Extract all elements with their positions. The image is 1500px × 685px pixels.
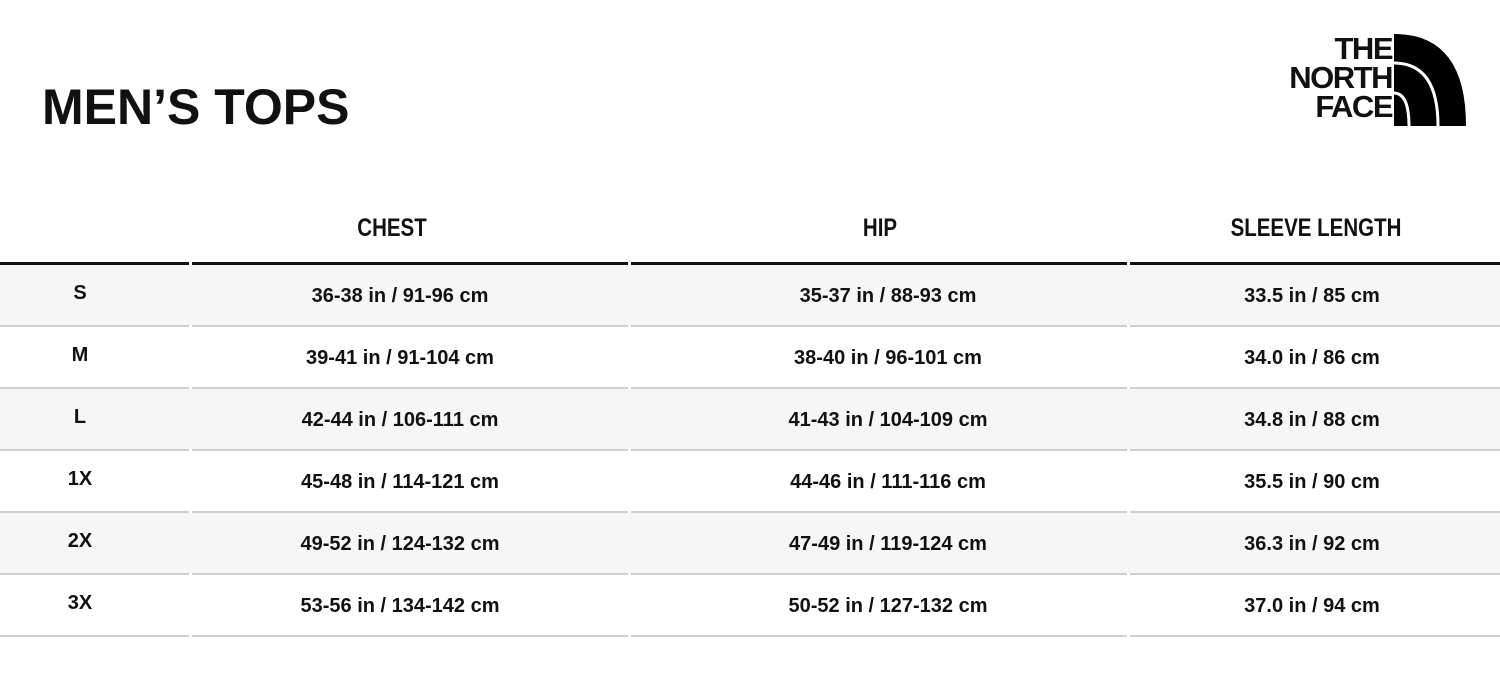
table-row: 2X 49-52 in / 124-132 cm 47-49 in / 119-12…	[0, 513, 1500, 575]
size-cell: S	[73, 282, 87, 304]
chest-cell: 49-52 in / 124-132 cm	[300, 533, 500, 555]
table-row: 3X 53-56 in / 134-142 cm 50-52 in / 127-13…	[0, 575, 1500, 637]
sleeve-cell: 33.5 in / 85 cm	[1244, 285, 1380, 307]
chest-cell: 36-38 in / 91-96 cm	[311, 285, 489, 307]
size-cell: 1X	[67, 468, 93, 490]
size-cell: 2X	[67, 530, 93, 552]
header-hip: HIP	[862, 214, 898, 242]
the-north-face-logo: THE NORTH FACE	[1266, 33, 1466, 126]
sleeve-cell: 36.3 in / 92 cm	[1244, 533, 1380, 555]
size-cell: L	[73, 406, 87, 428]
sleeve-cell: 35.5 in / 90 cm	[1244, 471, 1380, 493]
header-chest: CHEST	[357, 214, 427, 242]
table-row: S 36-38 in / 91-96 cm 35-37 in / 88-93 cm 3…	[0, 265, 1500, 327]
header-rule	[0, 262, 1500, 265]
chest-cell: 39-41 in / 91-104 cm	[306, 347, 494, 369]
size-cell: 3X	[67, 592, 93, 614]
hip-cell: 50-52 in / 127-132 cm	[788, 595, 988, 617]
hip-cell: 35-37 in / 88-93 cm	[799, 285, 977, 307]
table-row: L 42-44 in / 106-111 cm 41-43 in / 104-109…	[0, 389, 1500, 451]
hip-cell: 44-46 in / 111-116 cm	[790, 471, 986, 493]
hip-cell: 41-43 in / 104-109 cm	[788, 409, 988, 431]
chest-cell: 45-48 in / 114-121 cm	[301, 471, 499, 493]
size-chart-table: CHEST HIP SLEEVE LENGTH S 36-38 in / 91-9…	[0, 200, 1500, 637]
sleeve-cell: 34.0 in / 86 cm	[1244, 347, 1380, 369]
table-row: 1X 45-48 in / 114-121 cm 44-46 in / 111-11…	[0, 451, 1500, 513]
size-cell: M	[71, 344, 89, 366]
table-header: CHEST HIP SLEEVE LENGTH	[0, 200, 1500, 262]
header-sleeve-length: SLEEVE LENGTH	[1230, 214, 1402, 242]
table-row: M 39-41 in / 91-104 cm 38-40 in / 96-101 c…	[0, 327, 1500, 389]
chest-cell: 42-44 in / 106-111 cm	[301, 409, 499, 431]
hip-cell: 38-40 in / 96-101 cm	[794, 347, 982, 369]
sleeve-cell: 34.8 in / 88 cm	[1244, 409, 1380, 431]
half-dome-icon	[1394, 34, 1466, 126]
sleeve-cell: 37.0 in / 94 cm	[1244, 595, 1380, 617]
hip-cell: 47-49 in / 119-124 cm	[789, 533, 987, 555]
chest-cell: 53-56 in / 134-142 cm	[300, 595, 500, 617]
page-title: MEN’S TOPS	[42, 79, 350, 135]
